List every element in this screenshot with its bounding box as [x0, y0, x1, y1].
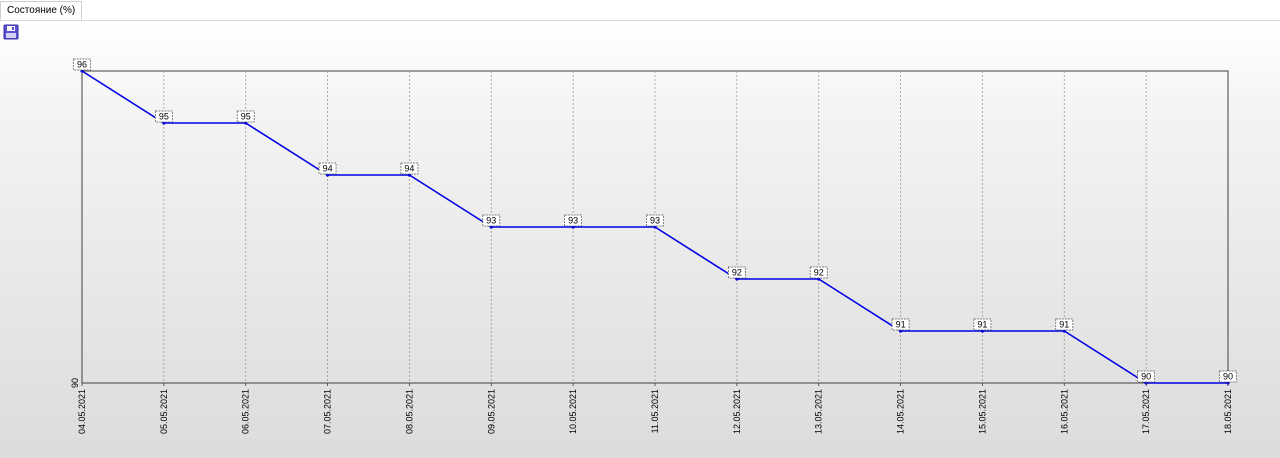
x-tick-label: 17.05.2021 — [1141, 389, 1151, 434]
x-tick-label: 07.05.2021 — [323, 389, 333, 434]
data-label-box — [646, 214, 664, 227]
data-label: 91 — [896, 320, 906, 330]
x-tick-label: 15.05.2021 — [977, 389, 987, 434]
data-label-box — [155, 110, 173, 123]
x-tick-label: 05.05.2021 — [159, 389, 169, 434]
tab-status[interactable]: Состояние (%) — [0, 1, 83, 20]
data-label-box — [728, 266, 746, 279]
x-tick-label: 10.05.2021 — [568, 389, 578, 434]
data-label: 93 — [486, 216, 496, 226]
data-label-box — [564, 214, 582, 227]
x-tick-label: 04.05.2021 — [77, 389, 87, 434]
x-tick-label: 14.05.2021 — [896, 389, 906, 434]
x-tick-label: 12.05.2021 — [732, 389, 742, 434]
data-label-box — [318, 162, 337, 175]
data-label-box — [1137, 370, 1155, 383]
data-label-box — [236, 110, 255, 123]
data-label-box — [1219, 370, 1237, 383]
data-label-box — [400, 162, 419, 175]
x-tick-label: 18.05.2021 — [1223, 389, 1233, 434]
data-label: 92 — [814, 268, 824, 278]
tab-strip: Состояние (%) — [0, 0, 1280, 21]
data-label: 93 — [650, 216, 660, 226]
x-tick-label: 09.05.2021 — [486, 389, 496, 434]
data-label: 92 — [732, 268, 742, 278]
data-label: 94 — [323, 164, 333, 174]
data-label-box — [973, 318, 992, 331]
data-label: 91 — [977, 320, 987, 330]
x-tick-label: 16.05.2021 — [1059, 389, 1069, 434]
chart-panel — [0, 21, 1280, 458]
x-tick-label: 08.05.2021 — [404, 389, 414, 434]
x-tick-label: 11.05.2021 — [650, 389, 660, 433]
x-tick-label: 13.05.2021 — [814, 389, 824, 434]
save-icon[interactable] — [3, 24, 19, 40]
data-label-box — [73, 58, 91, 71]
data-label: 90 — [1223, 372, 1233, 382]
data-label-box — [809, 266, 828, 279]
data-label: 93 — [568, 216, 578, 226]
data-label: 96 — [77, 60, 87, 70]
data-label: 90 — [1141, 372, 1151, 382]
data-label: 94 — [404, 164, 414, 174]
data-label: 95 — [159, 112, 169, 122]
data-label-box — [482, 214, 501, 227]
data-label-box — [1055, 318, 1074, 331]
data-label-box — [891, 318, 910, 331]
data-label: 95 — [241, 112, 251, 122]
data-label: 91 — [1059, 320, 1069, 330]
y-tick-label: 90 — [70, 378, 80, 388]
x-tick-label: 06.05.2021 — [241, 389, 251, 434]
